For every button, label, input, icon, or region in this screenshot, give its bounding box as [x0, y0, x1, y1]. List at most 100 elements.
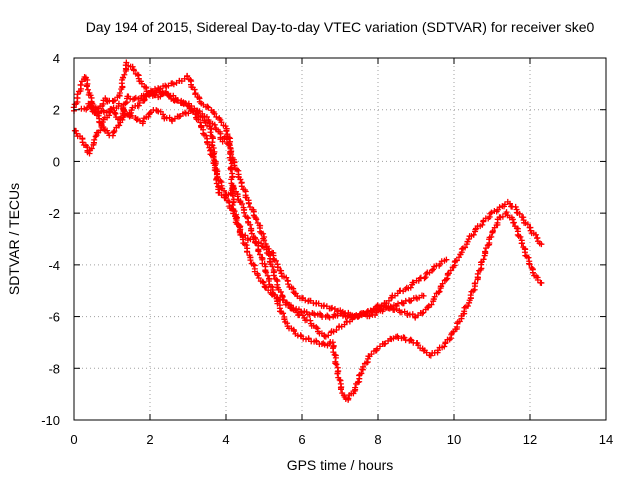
data-point	[516, 210, 523, 217]
data-point	[352, 384, 359, 391]
data-point	[211, 167, 218, 174]
data-point	[496, 204, 503, 211]
y-tick-label: 4	[53, 51, 60, 66]
data-point	[436, 288, 443, 295]
data-point	[84, 86, 91, 93]
x-tick-label: 12	[523, 432, 537, 447]
data-point	[175, 113, 182, 120]
x-tick-label: 4	[222, 432, 229, 447]
plot-frame	[73, 57, 607, 421]
data-point	[256, 251, 263, 258]
data-point	[472, 280, 479, 287]
data-point	[116, 122, 123, 129]
data-point	[429, 267, 436, 274]
data-point	[141, 96, 148, 103]
data-point	[205, 104, 212, 111]
data-point	[248, 227, 255, 234]
data-point	[264, 272, 271, 279]
data-point	[420, 292, 427, 299]
data-point	[331, 311, 338, 318]
data-point	[338, 386, 344, 393]
data-point	[83, 83, 90, 90]
y-tick-label: -6	[48, 310, 60, 325]
x-tick-label: 8	[374, 432, 381, 447]
data-point	[269, 263, 276, 270]
data-point	[278, 270, 285, 277]
data-point	[211, 110, 218, 117]
data-point	[129, 113, 136, 120]
data-point	[529, 269, 536, 276]
data-point	[250, 261, 257, 268]
data-point	[255, 274, 262, 281]
data-point	[145, 113, 152, 120]
x-tick-label: 2	[146, 432, 153, 447]
data-point	[263, 269, 270, 276]
data-point	[283, 274, 290, 281]
data-point	[230, 185, 237, 192]
grid	[74, 58, 606, 420]
data-point	[234, 193, 241, 200]
data-point	[135, 102, 142, 109]
data-point	[130, 67, 137, 74]
data-point	[510, 219, 517, 226]
data-point	[261, 237, 268, 244]
data-point	[525, 254, 532, 261]
data-point	[211, 121, 218, 128]
data-point	[380, 303, 387, 310]
data-point	[121, 71, 128, 78]
data-point	[490, 228, 497, 235]
data-point	[313, 324, 320, 331]
data-point	[208, 125, 215, 132]
data-point	[326, 314, 333, 321]
data-point	[197, 119, 204, 126]
data-point	[345, 395, 352, 402]
data-point	[289, 305, 296, 312]
data-point	[499, 213, 506, 220]
data-point	[146, 110, 153, 117]
data-point	[91, 136, 98, 143]
data-point	[261, 260, 268, 267]
data-point	[334, 370, 341, 377]
data-point	[333, 361, 340, 368]
data-point	[227, 190, 234, 197]
data-point	[420, 309, 427, 316]
data-point	[435, 289, 442, 296]
data-point	[244, 249, 251, 256]
data-point	[506, 200, 513, 207]
data-point	[518, 240, 525, 247]
data-point	[441, 343, 448, 350]
data-point	[210, 144, 217, 151]
data-point	[419, 310, 426, 317]
data-point	[482, 248, 489, 255]
data-point	[210, 154, 217, 161]
data-point	[110, 129, 117, 136]
data-point	[325, 332, 332, 339]
data-point	[273, 276, 280, 283]
y-tick-label: 2	[53, 103, 60, 118]
data-point	[88, 145, 95, 152]
data-point	[122, 100, 129, 107]
data-point	[110, 98, 117, 105]
data-point	[231, 208, 238, 215]
data-point	[274, 264, 281, 271]
data-point	[526, 261, 533, 268]
y-axis-label: SDTVAR / TECUs	[6, 183, 22, 295]
data-point	[430, 266, 437, 273]
data-point	[538, 241, 545, 248]
data-point	[227, 166, 234, 173]
data-point	[109, 106, 116, 113]
data-point	[98, 122, 105, 129]
data-point	[212, 167, 219, 174]
data-point	[220, 187, 227, 194]
data-point	[219, 138, 226, 145]
data-point	[233, 217, 240, 224]
data-point	[487, 210, 494, 217]
data-point	[123, 59, 130, 66]
data-point	[273, 257, 280, 264]
data-point	[462, 244, 469, 251]
data-point	[479, 221, 486, 228]
data-point	[285, 281, 292, 288]
data-point	[153, 107, 160, 114]
data-point	[100, 107, 107, 114]
data-point	[217, 177, 224, 184]
